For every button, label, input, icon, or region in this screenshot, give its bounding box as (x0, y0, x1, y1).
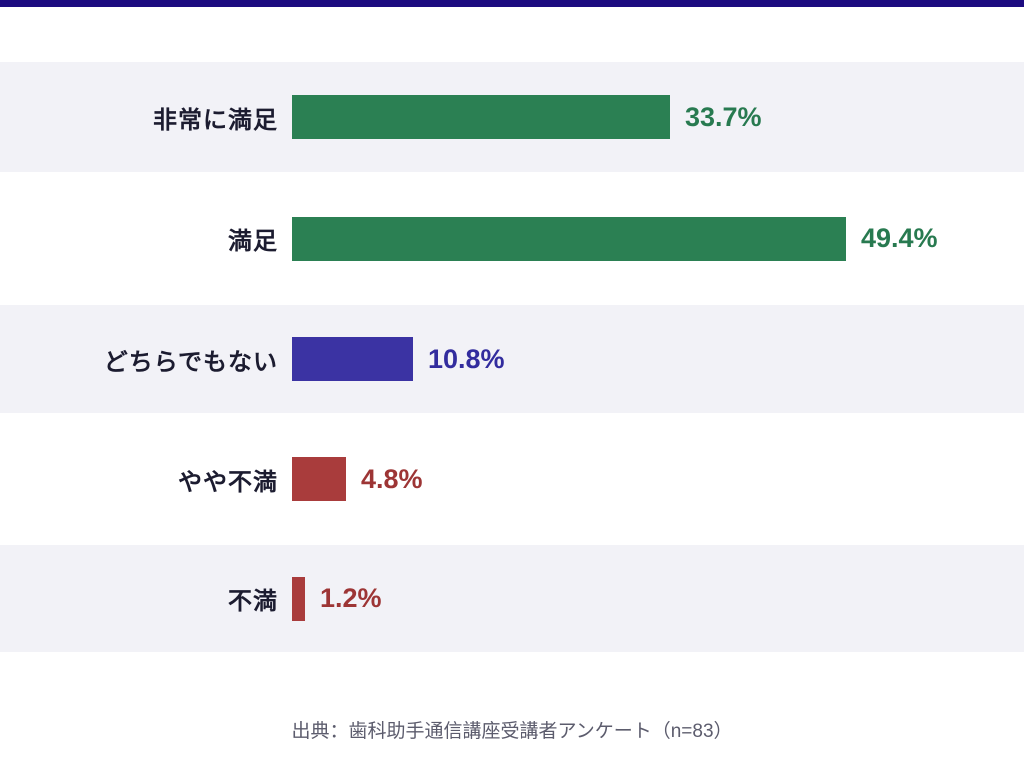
bar-area: 4.8% (292, 457, 1024, 501)
value-label: 10.8% (428, 343, 505, 374)
bar (292, 457, 346, 501)
chart-row: やや不満 4.8% (0, 413, 1024, 545)
satisfaction-bar-chart: 非常に満足 33.7% 満足 49.4% どちらでもない 10.8% やや不満 4.8% 不満 1… (0, 62, 1024, 652)
category-label: 満足 (228, 228, 278, 255)
chart-row: 不満 1.2% (0, 545, 1024, 652)
category-label: 不満 (228, 588, 278, 615)
bar (292, 337, 413, 381)
bar (292, 95, 670, 139)
value-label: 4.8% (361, 463, 423, 494)
chart-row: 非常に満足 33.7% (0, 62, 1024, 172)
top-accent-bar (0, 0, 1024, 7)
category-label: どちらでもない (103, 348, 278, 376)
category-label: 非常に満足 (153, 106, 278, 134)
bar (292, 216, 846, 261)
chart-row: 満足 49.4% (0, 172, 1024, 305)
bar-area: 33.7% (292, 95, 1024, 139)
bar-area: 1.2% (292, 576, 1024, 621)
value-label: 33.7% (685, 101, 762, 132)
source-note: 出典：歯科助手通信講座受講者アンケート（n=83） (291, 721, 733, 742)
category-label: やや不満 (178, 468, 278, 496)
value-label: 1.2% (320, 583, 382, 613)
bar (292, 576, 305, 621)
bar-area: 49.4% (292, 216, 1024, 261)
chart-row: どちらでもない 10.8% (0, 305, 1024, 413)
value-label: 49.4% (861, 223, 938, 253)
bar-area: 10.8% (292, 337, 1024, 381)
